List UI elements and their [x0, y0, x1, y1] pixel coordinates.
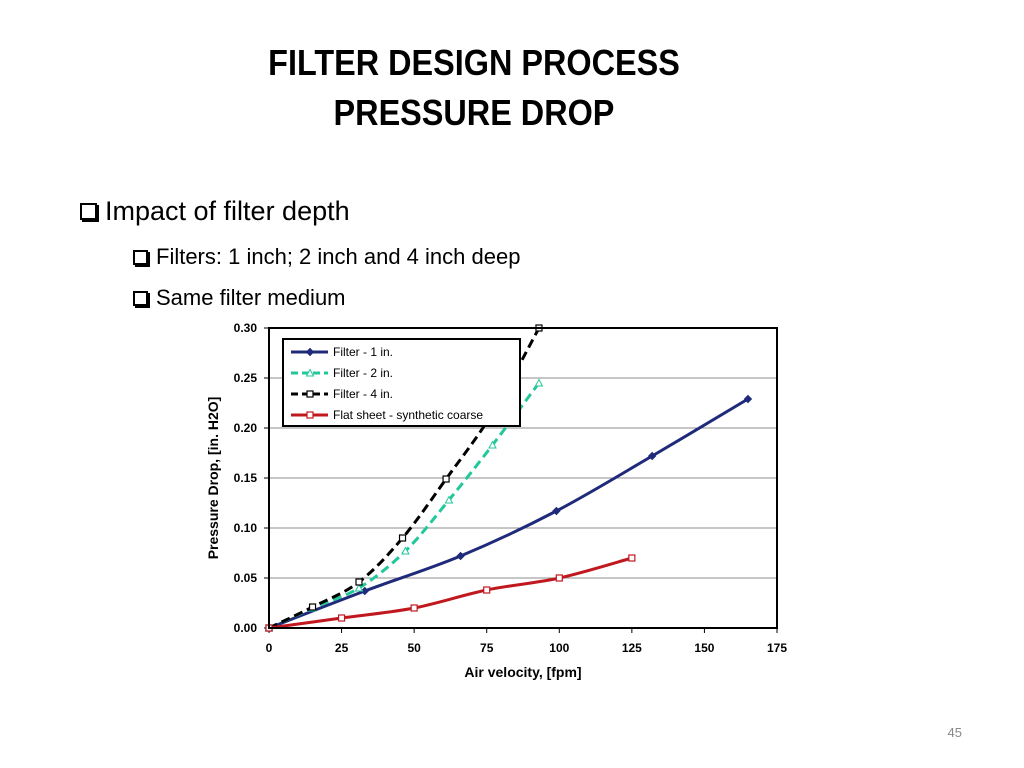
- y-axis-label: Pressure Drop, [in. H2O]: [205, 397, 221, 560]
- data-point: [743, 394, 753, 404]
- checkbox-bullet-icon: [133, 290, 148, 306]
- legend-label: Filter - 1 in.: [333, 345, 393, 359]
- slide-title: FILTER DESIGN PROCESS PRESSURE DROP: [182, 38, 765, 138]
- data-point: [483, 586, 491, 594]
- data-point: [410, 604, 418, 612]
- legend-label: Filter - 4 in.: [333, 387, 393, 401]
- bullet-text: Same filter medium: [156, 285, 346, 310]
- x-tick-label: 0: [266, 641, 273, 655]
- series-line: [268, 556, 633, 630]
- checkbox-bullet-icon: [133, 249, 148, 265]
- x-tick-label: 50: [407, 641, 421, 655]
- data-point: [488, 440, 497, 449]
- data-point: [552, 506, 561, 516]
- bullet-list: Impact of filter depth Filters: 1 inch; …: [0, 0, 1024, 330]
- y-tick-label: 0.15: [234, 471, 258, 485]
- data-point: [534, 378, 544, 387]
- x-tick-label: 175: [767, 641, 787, 655]
- legend-label: Flat sheet - synthetic coarse: [333, 408, 483, 422]
- data-point: [647, 451, 657, 461]
- y-tick-label: 0.00: [234, 621, 258, 635]
- bullet-item: Filters: 1 inch; 2 inch and 4 inch deep: [133, 244, 520, 270]
- data-point: [355, 578, 363, 586]
- x-tick-label: 25: [335, 641, 349, 655]
- data-point: [456, 551, 465, 561]
- bullet-item: Same filter medium: [133, 285, 346, 311]
- bullet-text: Impact of filter depth: [105, 196, 350, 226]
- x-tick-label: 150: [694, 641, 714, 655]
- data-point: [401, 546, 410, 555]
- legend-label: Filter - 2 in.: [333, 366, 393, 380]
- legend: Filter - 1 in. Filter - 2 in. Filter - 4 i…: [282, 338, 521, 427]
- slide-title-line2: PRESSURE DROP: [333, 92, 615, 133]
- series-line: [268, 397, 749, 630]
- data-point: [555, 574, 563, 582]
- y-tick-label: 0.10: [234, 521, 258, 535]
- x-tick-label: 125: [622, 641, 642, 655]
- bullet-text: Filters: 1 inch; 2 inch and 4 inch deep: [156, 244, 521, 269]
- plot-border: [268, 327, 778, 629]
- data-point: [360, 586, 370, 596]
- y-tick-label: 0.05: [234, 571, 258, 585]
- data-point: [628, 554, 636, 562]
- y-tick-label: 0.30: [234, 321, 258, 335]
- data-point: [398, 534, 407, 542]
- x-axis-label: Air velocity, [fpm]: [464, 664, 581, 680]
- x-tick-label: 75: [480, 641, 494, 655]
- slide-title-line1: FILTER DESIGN PROCESS: [268, 42, 680, 83]
- x-tick-label: 100: [549, 641, 569, 655]
- data-point: [337, 614, 346, 622]
- legend-marker: [305, 347, 315, 357]
- y-tick-label: 0.20: [234, 421, 258, 435]
- legend-marker: [305, 368, 315, 377]
- data-point: [442, 475, 450, 483]
- legend-marker: [306, 390, 314, 398]
- data-point: [308, 603, 317, 611]
- data-point: [444, 495, 454, 504]
- page-number: 45: [947, 725, 962, 740]
- bullet-item: Impact of filter depth: [80, 196, 350, 227]
- y-tick-label: 0.25: [234, 371, 258, 385]
- legend-marker: [306, 411, 314, 419]
- data-point: [354, 583, 364, 592]
- checkbox-bullet-icon: [80, 203, 97, 220]
